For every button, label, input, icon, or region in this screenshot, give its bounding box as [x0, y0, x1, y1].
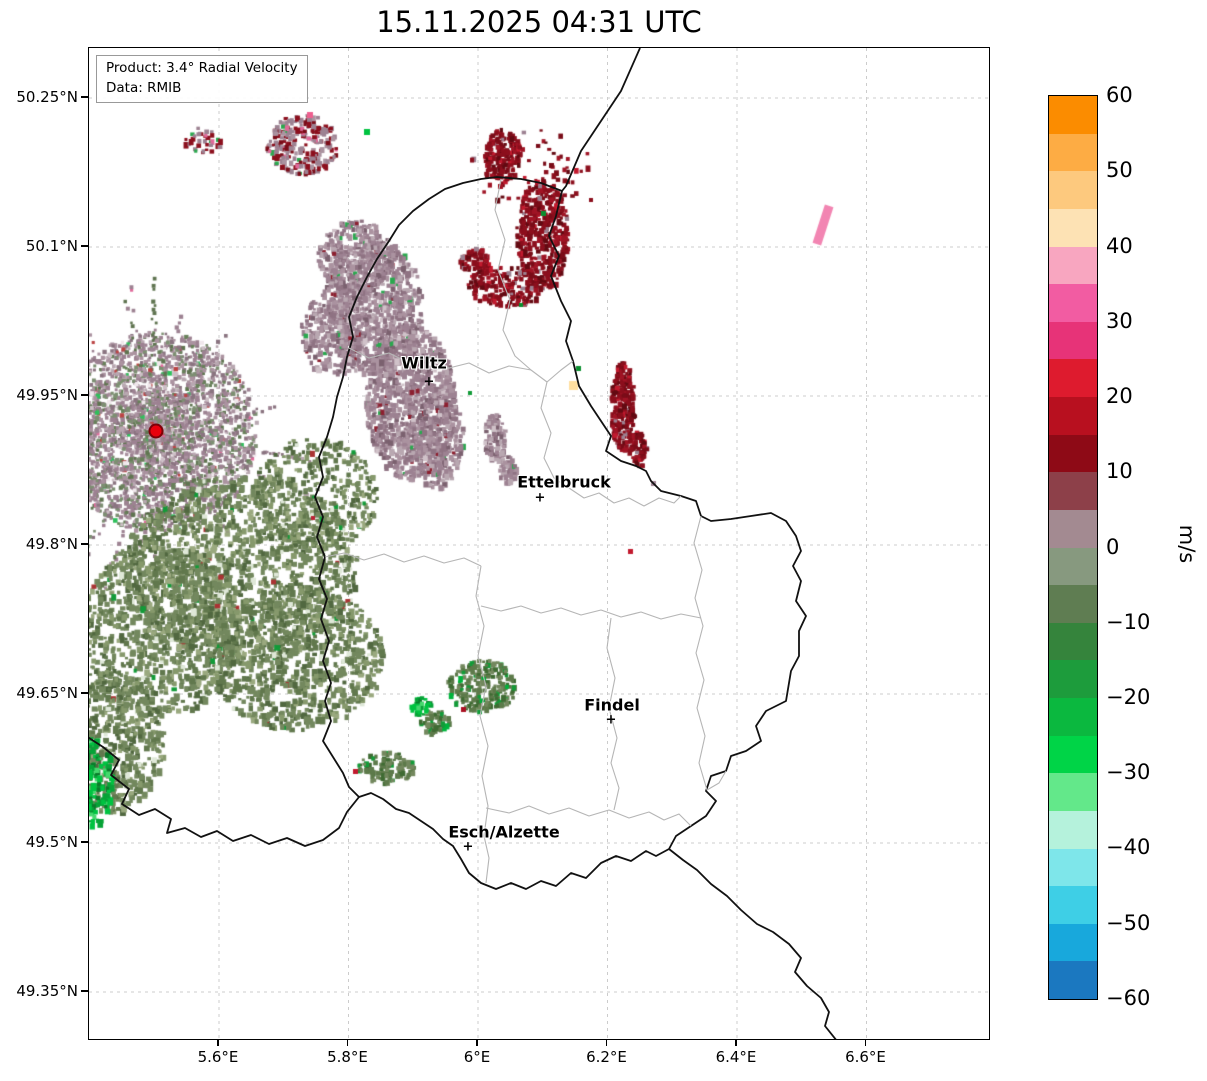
lat-tick-label: 49.95°N: [16, 385, 78, 404]
x-tick-mark: [605, 1040, 608, 1046]
district-border: [485, 805, 692, 827]
colorbar-segment: [1049, 773, 1097, 811]
colorbar-segment: [1049, 472, 1097, 510]
data-source-label: Data: RMIB: [106, 79, 182, 96]
colorbar-segment: [1049, 660, 1097, 698]
colorbar-tick-label: −10: [1106, 609, 1151, 634]
lon-tick-label: 5.8°E: [327, 1048, 368, 1066]
colorbar-segment: [1049, 359, 1097, 397]
x-tick-mark: [735, 1040, 737, 1046]
border-layer: [89, 48, 837, 1039]
lat-tick-label: 49.8°N: [25, 534, 78, 553]
colorbar-tick-label: 40: [1106, 233, 1133, 258]
colorbar-segment: [1049, 810, 1097, 849]
x-tick-mark: [476, 1040, 478, 1046]
colorbar-segment: [1049, 547, 1097, 586]
city-marker: +: [423, 374, 435, 390]
colorbar-segment: [1049, 246, 1097, 285]
colorbar-segment: [1049, 133, 1097, 172]
colorbar-segment: [1049, 96, 1097, 134]
colorbar-segment: [1049, 923, 1097, 962]
y-tick-mark: [81, 990, 88, 992]
product-label: Product: 3.4° Radial Velocity: [106, 60, 298, 76]
district-border: [324, 552, 482, 567]
plot-title: 15.11.2025 04:31 UTC: [376, 5, 702, 39]
lon-tick-label: 6.2°E: [586, 1048, 627, 1066]
radar-site-marker: [148, 423, 164, 439]
colorbar-tick-label: −30: [1106, 760, 1151, 785]
y-tick-mark: [81, 543, 88, 545]
colorbar-tick-label: 20: [1106, 384, 1133, 409]
colorbar-tick-label: 60: [1106, 83, 1133, 108]
city-marker: +: [462, 839, 474, 855]
lat-tick-label: 50.25°N: [16, 88, 78, 106]
district-border: [348, 347, 532, 374]
colorbar-segment: [1049, 622, 1097, 661]
district-border: [606, 617, 620, 811]
district-border: [494, 178, 574, 383]
map-plot-area: Product: 3.4° Radial Velocity Data: RMIB…: [88, 47, 990, 1040]
lon-tick-label: 5.6°E: [197, 1048, 239, 1066]
colorbar-unit-label: m/s: [1175, 524, 1200, 564]
external-border: [561, 48, 641, 192]
colorbar-segment: [1049, 698, 1097, 736]
colorbar-tick-label: −60: [1106, 985, 1151, 1010]
lat-tick-label: 49.65°N: [16, 683, 78, 702]
colorbar-tick-label: −20: [1106, 684, 1151, 709]
y-tick-mark: [81, 841, 88, 843]
radar-echo-layer: [89, 48, 989, 1039]
colorbar-segment: [1049, 208, 1097, 247]
colorbar-segment: [1049, 848, 1097, 887]
district-border: [480, 605, 702, 620]
colorbar-segment: [1049, 886, 1097, 924]
colorbar-segment: [1049, 321, 1097, 360]
colorbar-segment: [1049, 284, 1097, 322]
external-border: [668, 848, 837, 1039]
colorbar: [1048, 95, 1098, 1000]
lon-tick-label: 6.4°E: [715, 1048, 757, 1066]
city-layer: + Wiltz + Ettelbruck + Findel + Esch/Alzette: [89, 48, 989, 1039]
colorbar-segment: [1049, 735, 1097, 774]
x-tick-mark: [217, 1040, 219, 1046]
city-marker: +: [605, 712, 617, 728]
city-marker: +: [534, 490, 546, 506]
y-tick-mark: [81, 96, 88, 98]
x-tick-mark: [864, 1040, 867, 1046]
district-border: [475, 565, 490, 884]
colorbar-segment: [1049, 397, 1097, 435]
colorbar-tick-label: 50: [1106, 158, 1133, 183]
colorbar-tick-label: −40: [1106, 835, 1151, 860]
colorbar-tick-label: 10: [1106, 459, 1133, 484]
district-border: [540, 381, 682, 507]
lat-tick-label: 49.35°N: [16, 981, 78, 1000]
city-label: Esch/Alzette: [448, 822, 560, 842]
colorbar-tick-label: 0: [1106, 534, 1120, 559]
colorbar-segment: [1049, 585, 1097, 623]
colorbar-segment: [1049, 961, 1097, 999]
y-tick-mark: [81, 692, 88, 694]
y-tick-mark: [81, 394, 88, 396]
colorbar-tick-label: 30: [1106, 308, 1133, 333]
city-label: Findel: [584, 695, 640, 715]
external-border: [89, 736, 360, 847]
lat-tick-label: 49.5°N: [25, 832, 78, 851]
lon-tick-label: 6.6°E: [845, 1048, 886, 1066]
y-tick-mark: [81, 245, 88, 247]
product-info-box: Product: 3.4° Radial Velocity Data: RMIB: [96, 55, 308, 104]
colorbar-segment: [1049, 171, 1097, 209]
colorbar-segment: [1049, 434, 1097, 473]
district-border: [693, 515, 727, 791]
colorbar-tick-label: −50: [1106, 910, 1151, 935]
city-label: Ettelbruck: [517, 472, 611, 492]
lon-tick-label: 6°E: [463, 1048, 491, 1066]
country-border: [314, 176, 807, 890]
colorbar-segment: [1049, 509, 1097, 548]
lat-tick-label: 50.1°N: [25, 236, 78, 255]
x-tick-mark: [346, 1040, 349, 1046]
city-label: Wiltz: [401, 353, 447, 373]
